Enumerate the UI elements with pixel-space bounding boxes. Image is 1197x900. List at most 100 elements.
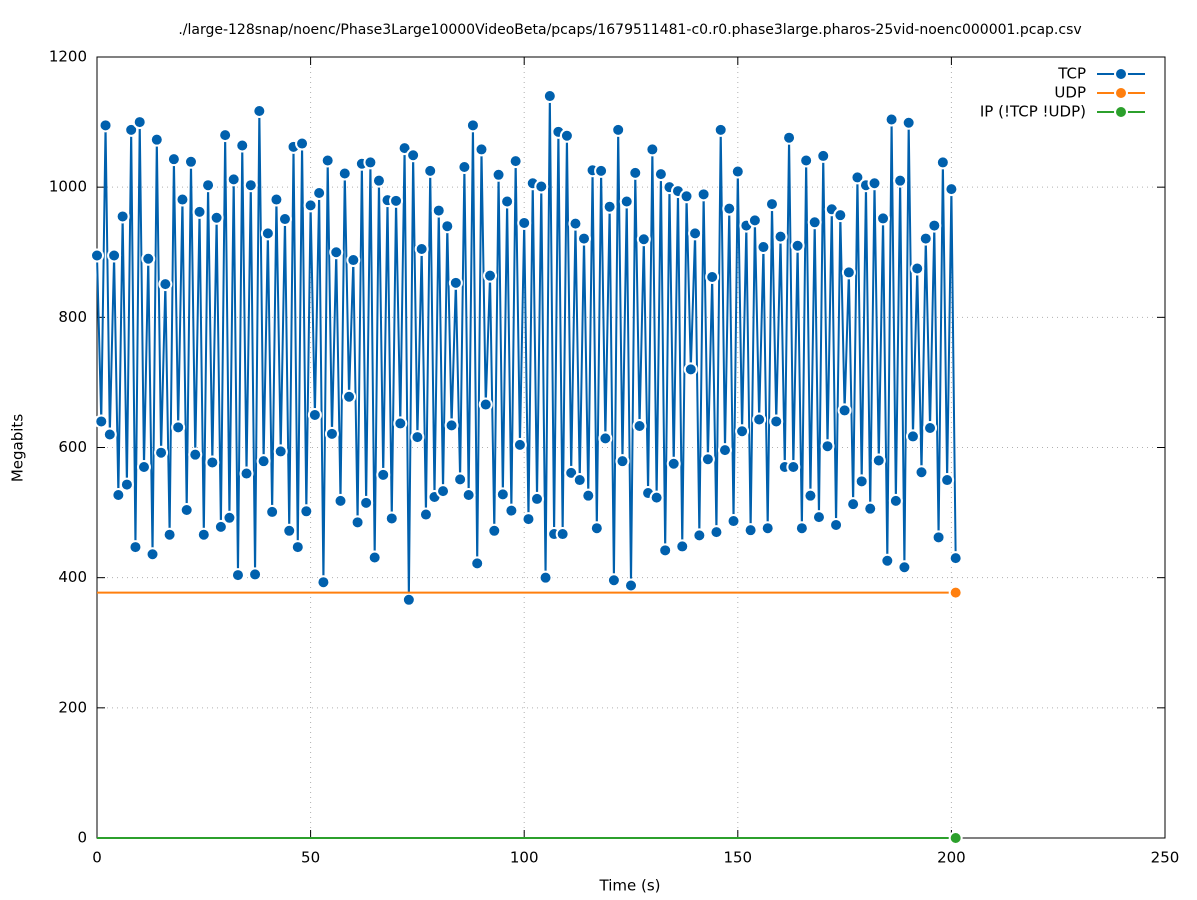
y-tick-label: 1200 xyxy=(49,48,87,66)
point xyxy=(448,275,463,290)
point xyxy=(350,515,365,530)
chart-title: ./large-128snap/noenc/Phase3Large10000Vi… xyxy=(178,22,1081,38)
point xyxy=(944,182,959,197)
point xyxy=(538,570,553,585)
point xyxy=(636,232,651,247)
point xyxy=(371,173,386,188)
legend-marker xyxy=(1114,67,1128,81)
point xyxy=(376,467,391,482)
y-tick-label: 0 xyxy=(77,829,87,847)
point xyxy=(222,510,237,525)
point xyxy=(572,473,587,488)
point xyxy=(871,453,886,468)
point xyxy=(534,179,549,194)
point xyxy=(696,187,711,202)
point xyxy=(867,176,882,191)
legend-label: UDP xyxy=(1054,84,1086,102)
point xyxy=(948,831,963,845)
point xyxy=(461,488,476,503)
point xyxy=(171,420,186,435)
point xyxy=(807,215,822,230)
point xyxy=(141,251,156,266)
point xyxy=(393,416,408,431)
point xyxy=(948,585,963,600)
point xyxy=(931,530,946,545)
point xyxy=(905,429,920,444)
point xyxy=(444,418,459,433)
point xyxy=(717,443,732,458)
point xyxy=(692,528,707,543)
point xyxy=(102,427,117,442)
point xyxy=(713,122,728,137)
point xyxy=(927,218,942,233)
point xyxy=(119,477,134,492)
y-tick-label: 1000 xyxy=(49,178,87,196)
point xyxy=(406,148,421,163)
y-tick-label: 400 xyxy=(58,568,87,586)
point xyxy=(457,159,472,174)
point xyxy=(440,219,455,234)
point xyxy=(923,420,938,435)
point xyxy=(769,414,784,429)
point xyxy=(239,466,254,481)
point xyxy=(598,431,613,446)
point xyxy=(136,460,151,475)
point xyxy=(615,454,630,469)
point xyxy=(555,527,570,542)
point xyxy=(940,473,955,488)
point xyxy=(158,277,173,292)
point xyxy=(688,226,703,241)
point xyxy=(876,211,891,226)
point xyxy=(491,167,506,182)
point xyxy=(504,503,519,518)
point xyxy=(679,189,694,204)
point xyxy=(329,245,344,260)
point xyxy=(517,215,532,230)
point xyxy=(581,488,596,503)
point xyxy=(649,490,664,505)
point xyxy=(342,389,357,404)
point xyxy=(500,194,515,209)
point xyxy=(132,115,147,130)
legend-label: IP (!TCP !UDP) xyxy=(980,103,1086,121)
point xyxy=(863,501,878,516)
point xyxy=(700,452,715,467)
point xyxy=(401,592,416,607)
point xyxy=(367,550,382,565)
point xyxy=(307,407,322,422)
point xyxy=(559,128,574,143)
point xyxy=(816,148,831,163)
point xyxy=(192,204,207,219)
point xyxy=(893,173,908,188)
point xyxy=(760,521,775,536)
legend-marker xyxy=(1114,86,1128,100)
x-axis-label: Time (s) xyxy=(599,877,661,895)
point xyxy=(324,426,339,441)
point xyxy=(901,115,916,130)
point xyxy=(128,540,143,555)
point xyxy=(705,269,720,284)
point xyxy=(483,268,498,283)
point xyxy=(602,199,617,214)
point xyxy=(230,568,245,583)
point xyxy=(594,163,609,178)
legend-marker xyxy=(1114,105,1128,119)
point xyxy=(90,248,104,263)
point xyxy=(897,560,912,575)
point xyxy=(508,154,523,169)
point xyxy=(115,209,130,224)
point xyxy=(542,89,557,104)
series-line xyxy=(96,95,957,601)
point xyxy=(277,212,292,227)
point xyxy=(837,403,852,418)
point xyxy=(107,248,122,263)
point xyxy=(269,192,284,207)
point xyxy=(470,556,485,571)
point xyxy=(188,447,203,462)
point xyxy=(709,525,724,540)
point xyxy=(154,445,169,460)
x-tick-label: 150 xyxy=(723,849,752,867)
point xyxy=(833,208,848,223)
point xyxy=(94,414,109,429)
